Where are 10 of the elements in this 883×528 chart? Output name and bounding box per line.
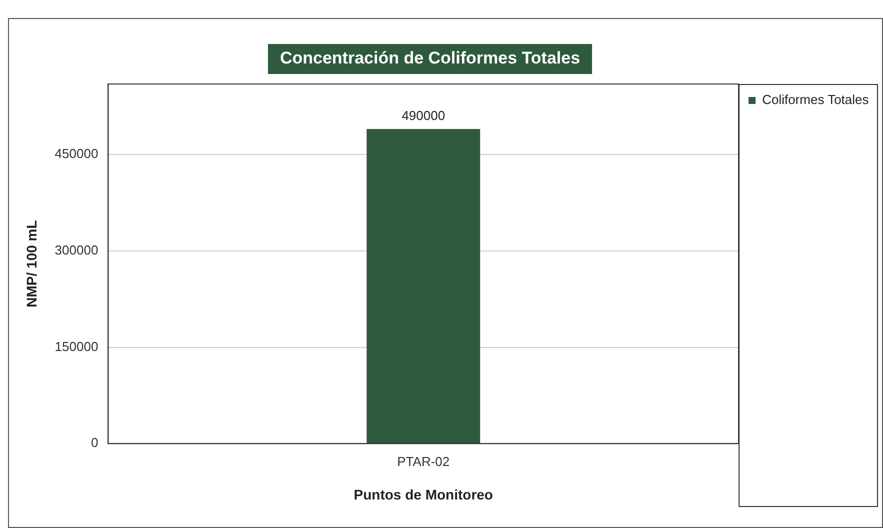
data-label: 490000: [402, 108, 446, 124]
chart-title: Concentración de Coliformes Totales: [280, 48, 580, 68]
y-tick-label: 450000: [54, 146, 98, 162]
y-tick-label: 150000: [54, 338, 98, 354]
x-axis-title: Puntos de Monitoreo: [354, 486, 493, 502]
y-tick-label: 300000: [54, 242, 98, 258]
legend-label: Coliformes Totales: [762, 92, 870, 108]
y-tick-label: 0: [90, 435, 98, 450]
y-axis-title: NMP/ 100 mL: [23, 220, 40, 308]
x-tick-label: PTAR-02: [397, 454, 450, 469]
